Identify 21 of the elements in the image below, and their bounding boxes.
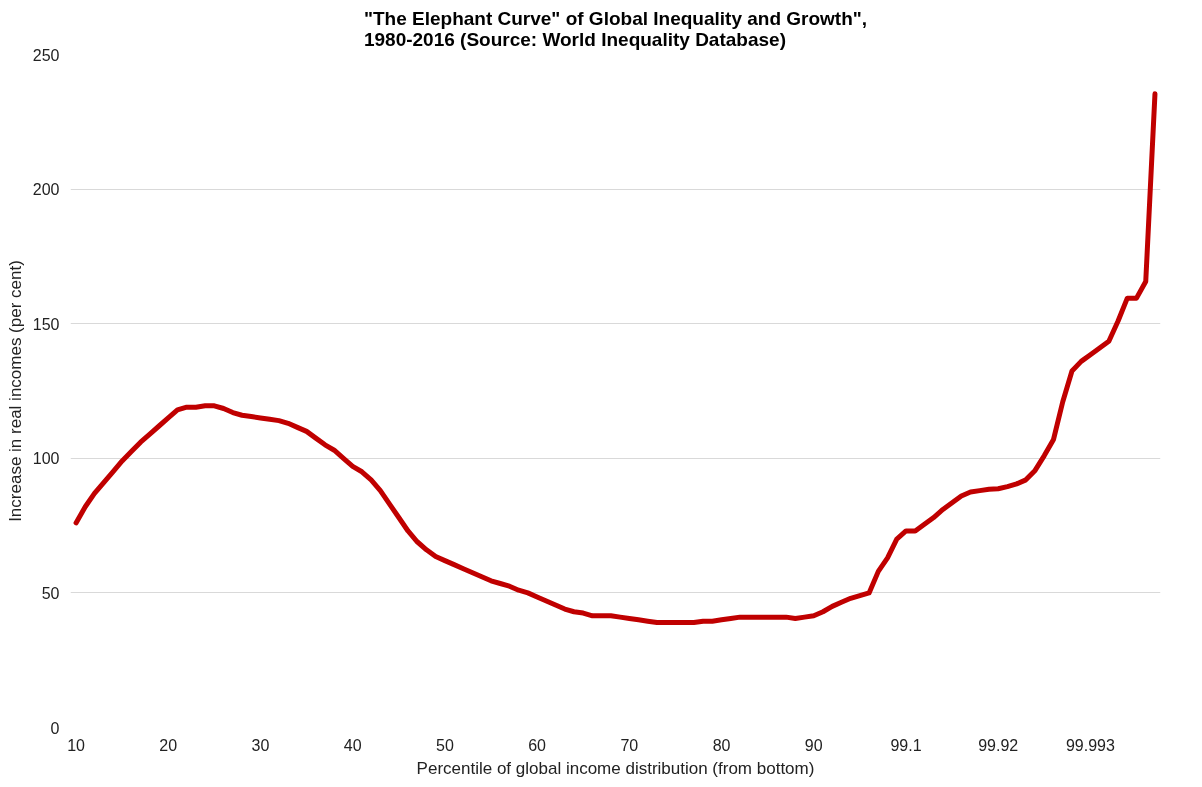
y-axis-title: Increase in real incomes (per cent) [5, 260, 25, 522]
x-tick-label: 99.1 [890, 736, 922, 754]
x-tick-label: 20 [159, 736, 178, 754]
x-tick-label: 99.993 [1065, 736, 1115, 754]
y-tick-label: 250 [32, 46, 60, 64]
y-tick-label: 150 [32, 315, 60, 333]
x-tick-label: 70 [620, 736, 639, 754]
x-tick-label: 80 [712, 736, 731, 754]
x-tick-label: 99.92 [978, 736, 1019, 754]
x-axis-title: Percentile of global income distribution (from bottom) [416, 758, 815, 778]
x-tick-label: 40 [343, 736, 362, 754]
y-tick-label: 100 [32, 450, 60, 468]
x-tick-label: 30 [251, 736, 270, 754]
y-tick-label: 0 [50, 719, 60, 737]
x-tick-label: 50 [436, 736, 454, 754]
chart-title: "The Elephant Curve" of Global Inequality and Growth", 1980-2016 (Source: World Inequality Database) [363, 7, 868, 50]
y-tick-label: 50 [41, 584, 60, 602]
x-tick-label: 10 [67, 736, 86, 754]
x-tick-label: 90 [804, 736, 823, 754]
x-tick-label: 60 [528, 736, 547, 754]
y-tick-label: 200 [32, 181, 60, 199]
